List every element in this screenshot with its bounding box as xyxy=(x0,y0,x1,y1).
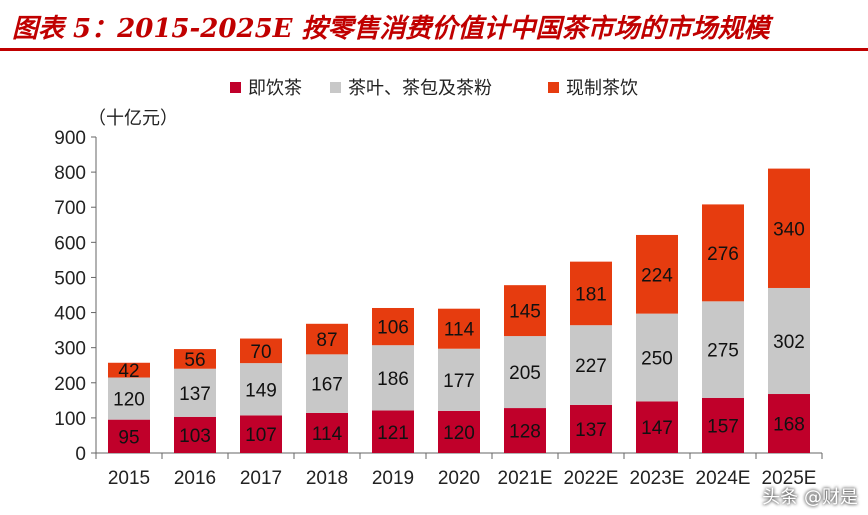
bar-segment xyxy=(372,345,414,411)
data-label: 177 xyxy=(443,371,475,392)
bar-segment xyxy=(768,168,810,288)
bar-segment xyxy=(570,261,612,326)
bar-segment xyxy=(174,416,216,453)
bar-segment xyxy=(108,362,150,378)
data-label: 149 xyxy=(245,380,277,401)
bar-segment xyxy=(240,415,282,453)
x-tick-label: 2016 xyxy=(174,468,216,489)
legend-label: 即饮茶 xyxy=(248,78,302,99)
x-tick-label: 2022E xyxy=(564,468,619,489)
bar-segment xyxy=(174,368,216,417)
bar-segment xyxy=(438,308,480,349)
y-tick-label: 200 xyxy=(54,374,86,395)
bar-segment xyxy=(240,363,282,416)
data-label: 145 xyxy=(509,302,541,323)
legend-swatch xyxy=(330,82,341,93)
x-tick-label: 2017 xyxy=(240,468,282,489)
data-label: 107 xyxy=(245,425,277,446)
x-tick-label: 2018 xyxy=(306,468,348,489)
bar-segment xyxy=(438,348,480,411)
y-tick-label: 400 xyxy=(54,304,86,325)
data-label: 302 xyxy=(773,332,805,353)
data-label: 186 xyxy=(377,369,409,390)
bar-segment xyxy=(504,285,546,337)
x-tick-label: 2023E xyxy=(630,468,685,489)
x-tick-label: 2021E xyxy=(498,468,553,489)
bar-segment xyxy=(636,401,678,453)
data-label: 114 xyxy=(312,424,343,445)
bar-segment xyxy=(108,377,150,420)
bar-segment xyxy=(174,349,216,369)
data-label: 121 xyxy=(377,423,409,444)
bar-segment xyxy=(240,338,282,364)
bar-segment xyxy=(504,408,546,453)
y-tick-label: 100 xyxy=(54,409,86,430)
legend-label: 茶叶、茶包及茶粉 xyxy=(348,78,492,99)
data-label: 103 xyxy=(179,426,211,447)
data-label: 227 xyxy=(575,356,607,377)
data-label: 114 xyxy=(444,320,475,341)
y-axis-unit: （十亿元） xyxy=(88,108,178,129)
bar-segment xyxy=(306,323,348,355)
data-label: 168 xyxy=(773,415,805,436)
title-underline xyxy=(0,48,868,51)
bar-segment xyxy=(306,412,348,453)
x-tick-label: 2024E xyxy=(696,468,751,489)
bar-segment xyxy=(768,394,810,453)
x-tick-label: 2020 xyxy=(438,468,480,489)
bar-segment xyxy=(108,419,150,453)
data-label: 70 xyxy=(250,342,271,363)
y-tick-label: 600 xyxy=(54,233,86,254)
data-label: 137 xyxy=(179,384,211,405)
data-label: 120 xyxy=(443,423,475,444)
data-label: 42 xyxy=(118,361,139,382)
data-label: 275 xyxy=(707,341,739,362)
bar-segment xyxy=(438,410,480,453)
data-label: 106 xyxy=(377,318,409,339)
y-tick-label: 700 xyxy=(54,198,86,219)
data-label: 128 xyxy=(509,422,541,443)
data-label: 137 xyxy=(575,420,607,441)
chart-title: 图表 5：2015-2025E 按零售消费价值计中国茶市场的市场规模 xyxy=(12,14,770,44)
y-tick-label: 300 xyxy=(54,339,86,360)
bar-segment xyxy=(702,204,744,302)
data-label: 147 xyxy=(641,418,673,439)
data-label: 250 xyxy=(641,348,673,369)
bar-segment xyxy=(372,410,414,453)
bar-segment xyxy=(702,301,744,398)
data-label: 167 xyxy=(311,375,343,396)
y-tick-label: 500 xyxy=(54,268,86,289)
watermark: 头条 @财是 xyxy=(762,487,858,508)
legend-swatch xyxy=(548,82,559,93)
bar-segment xyxy=(702,397,744,453)
data-label: 56 xyxy=(184,350,205,371)
data-label: 157 xyxy=(707,416,739,437)
data-label: 340 xyxy=(773,219,805,240)
y-tick-label: 900 xyxy=(54,128,86,149)
data-label: 95 xyxy=(118,427,139,448)
bar-segment xyxy=(636,313,678,402)
bar-segment xyxy=(636,234,678,314)
chart-header: 图表 5：2015-2025E 按零售消费价值计中国茶市场的市场规模 xyxy=(0,0,868,52)
bar-segment xyxy=(504,336,546,409)
data-label: 224 xyxy=(641,265,673,286)
x-tick-label: 2019 xyxy=(372,468,414,489)
bar-segment xyxy=(570,404,612,453)
y-tick-label: 800 xyxy=(54,163,86,184)
bar-segment xyxy=(768,287,810,395)
bar-segment xyxy=(306,354,348,413)
x-tick-label: 2015 xyxy=(108,468,150,489)
data-label: 276 xyxy=(707,244,739,265)
x-tick-label: 2025E xyxy=(762,468,817,489)
data-label: 87 xyxy=(316,330,337,351)
data-label: 205 xyxy=(509,363,541,384)
bar-segment xyxy=(570,325,612,405)
data-label: 181 xyxy=(575,284,607,305)
legend-label: 现制茶饮 xyxy=(566,78,638,99)
legend-swatch xyxy=(230,82,241,93)
y-tick-label: 0 xyxy=(75,444,86,465)
data-label: 120 xyxy=(113,390,145,411)
bar-segment xyxy=(372,307,414,346)
